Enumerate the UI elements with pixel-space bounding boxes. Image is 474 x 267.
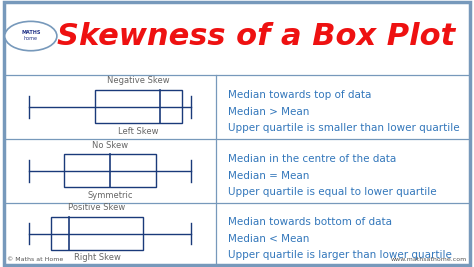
Text: Median < Mean: Median < Mean — [228, 234, 309, 244]
Text: Upper quartile is smaller than lower quartile: Upper quartile is smaller than lower qua… — [228, 123, 459, 133]
Text: Negative Skew: Negative Skew — [107, 76, 170, 85]
Text: Upper quartile is equal to lower quartile: Upper quartile is equal to lower quartil… — [228, 187, 436, 197]
Text: Median > Mean: Median > Mean — [228, 107, 309, 117]
FancyBboxPatch shape — [4, 2, 470, 265]
Text: Median towards bottom of data: Median towards bottom of data — [228, 217, 392, 227]
Text: Upper quartile is larger than lower quartile: Upper quartile is larger than lower quar… — [228, 250, 451, 260]
Text: www.mathsathome.com: www.mathsathome.com — [391, 257, 467, 262]
Text: © Maths at Home: © Maths at Home — [7, 257, 64, 262]
Bar — [64, 154, 156, 187]
Text: MATHS: MATHS — [21, 30, 40, 35]
Bar — [51, 217, 143, 250]
Bar — [95, 90, 182, 123]
Text: Median = Mean: Median = Mean — [228, 171, 309, 181]
Text: Right Skew: Right Skew — [73, 253, 120, 262]
Text: Median in the centre of the data: Median in the centre of the data — [228, 154, 396, 164]
Text: Skewness of a Box Plot: Skewness of a Box Plot — [57, 22, 455, 50]
Text: Median towards top of data: Median towards top of data — [228, 90, 371, 100]
Circle shape — [5, 21, 57, 51]
Text: No Skew: No Skew — [92, 140, 128, 150]
Text: Positive Skew: Positive Skew — [68, 203, 126, 212]
Text: home: home — [24, 36, 38, 41]
Text: Left Skew: Left Skew — [118, 127, 159, 136]
Text: Symmetric: Symmetric — [88, 191, 133, 200]
